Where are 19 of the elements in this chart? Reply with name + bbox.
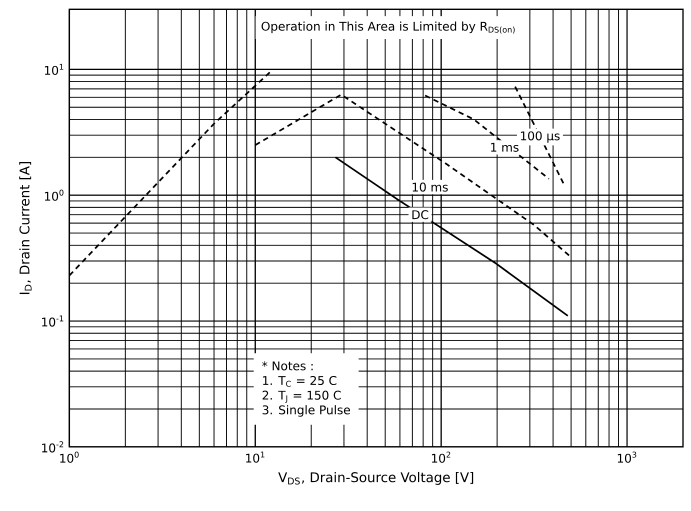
y-tick-label: 10$^{-1}$: [42, 316, 64, 327]
annotation: 100 µs: [520, 131, 560, 143]
annotation: * Notes :: [262, 361, 313, 370]
annotation: 10 ms: [412, 182, 448, 192]
y-tick-label: 10$^{1}$: [44, 64, 64, 75]
x-axis-title: V$_{DS}$, Drain-Source Voltage [V]: [278, 472, 474, 485]
annotation: 1 ms: [491, 142, 519, 152]
annotation: 2. T$_{J}$ = 150 C: [262, 390, 341, 403]
y-tick-label: 10$^{-2}$: [42, 441, 64, 453]
annotation: 1. T$_{C}$ = 25 C: [263, 376, 336, 387]
annotation: DC: [412, 210, 428, 220]
y-axis-title: I$_{D}$, Drain Current [A]: [19, 162, 32, 294]
annotation: Operation in This Area is Limited by R$_{DS(on)}$: [262, 22, 515, 34]
x-tick-label: 10$^{1}$: [246, 452, 264, 463]
x-tick-label: 10$^{3}$: [618, 452, 636, 463]
y-tick-label: 10$^{0}$: [44, 190, 64, 201]
x-tick-label: 10$^{2}$: [432, 452, 450, 463]
x-tick-label: 10$^{0}$: [60, 452, 79, 463]
annotation: 3. Single Pulse: [262, 405, 350, 417]
